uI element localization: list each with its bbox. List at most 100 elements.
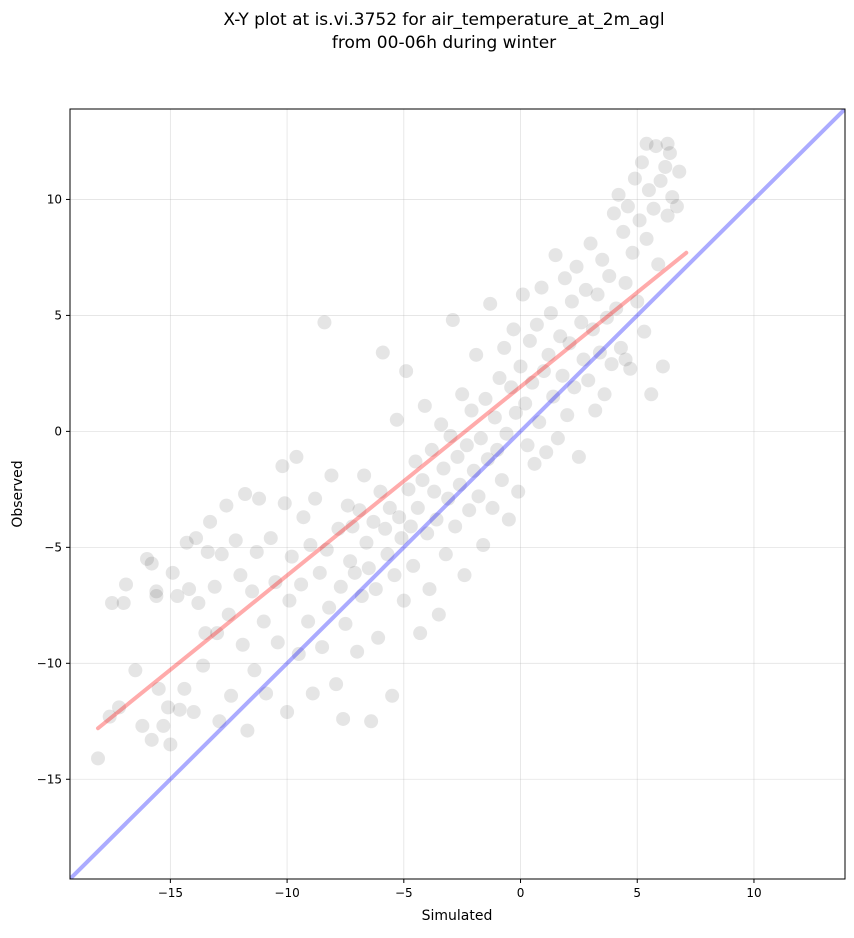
scatter-point [515,287,530,302]
scatter-point [583,236,598,251]
scatter-point [408,454,423,469]
scatter-point [149,589,164,604]
scatter-point [478,391,493,406]
scatter-point [672,164,687,179]
scatter-point [546,389,561,404]
scatter-point [361,561,376,576]
scatter-point [373,484,388,499]
scatter-point [480,452,495,467]
scatter-point [427,484,442,499]
scatter-point [441,491,456,506]
scatter-point [634,155,649,170]
data-points [91,136,687,766]
scatter-point [350,644,365,659]
scatter-point [308,491,323,506]
scatter-point [163,737,178,752]
scatter-point [581,373,596,388]
y-tick-label: −10 [37,656,62,670]
scatter-point [611,187,626,202]
scatter-point [508,405,523,420]
scatter-point [252,491,267,506]
scatter-point [317,315,332,330]
scatter-point [378,521,393,536]
scatter-point [576,352,591,367]
scatter-point [585,322,600,337]
scatter-point [102,709,117,724]
scatter-point [529,317,544,332]
scatter-point [105,596,120,611]
scatter-point [618,352,633,367]
scatter-point [660,136,675,151]
scatter-point [422,582,437,597]
scatter-point [443,429,458,444]
scatter-point [322,600,337,615]
axis-ticks: −15 −10 −5 0 5 10 −15 −10 −5 0 5 10 [37,192,762,900]
scatter-point [331,521,346,536]
scatter-point [662,146,677,161]
scatter-point [165,565,180,580]
scatter-point [329,677,344,692]
scatter-point [179,535,194,550]
scatter-point [324,468,339,483]
scatter-point [492,371,507,386]
scatter-point [571,449,586,464]
scatter-point [385,688,400,703]
scatter-point [550,431,565,446]
scatter-point [172,702,187,717]
y-tick-label: −5 [44,540,62,554]
scatter-point [128,663,143,678]
scatter-point [189,531,204,546]
scatter-point [655,359,670,374]
scatter-point [182,582,197,597]
scatter-point [263,531,278,546]
scatter-point [485,500,500,515]
scatter-point [256,614,271,629]
scatter-point [658,159,673,174]
grid-lines [70,109,845,879]
scatter-point [543,306,558,321]
scatter-point [177,681,192,696]
scatter-point [637,324,652,339]
scatter-point [646,201,661,216]
scatter-point [459,438,474,453]
scatter-point [436,461,451,476]
scatter-point [499,426,514,441]
x-axis-label: Simulated [422,908,493,924]
chart-title-line2: from 00-06h during winter [332,33,556,53]
scatter-point [347,565,362,580]
scatter-point [534,280,549,295]
scatter-point [277,496,292,511]
scatter-point [588,403,603,418]
scatter-point [366,514,381,529]
scatter-point [396,593,411,608]
y-tick-label: 5 [54,308,62,322]
regression-line [96,250,689,731]
scatter-point [233,568,248,583]
scatter-point [511,484,526,499]
scatter-point [527,456,542,471]
scatter-point [392,510,407,525]
scatter-point [352,503,367,518]
x-tick-label: −5 [395,886,413,900]
scatter-point [469,347,484,362]
scatter-point [282,593,297,608]
scatter-point [578,282,593,297]
scatter-point [639,231,654,246]
scatter-point [623,361,638,376]
chart-title-line1: X-Y plot at is.vi.3752 for air_temperatu… [223,10,664,30]
scatter-point [357,468,372,483]
scatter-point [644,387,659,402]
scatter-point [539,445,554,460]
scatter-point [247,663,262,678]
scatter-point [471,489,486,504]
scatter-point [140,551,155,566]
scatter-point [214,547,229,562]
scatter-point [343,554,358,569]
scatter-point [445,313,460,328]
scatter-point [618,275,633,290]
scatter-point [410,500,425,515]
scatter-point [315,640,330,655]
scatter-point [669,199,684,214]
scatter-point [415,473,430,488]
